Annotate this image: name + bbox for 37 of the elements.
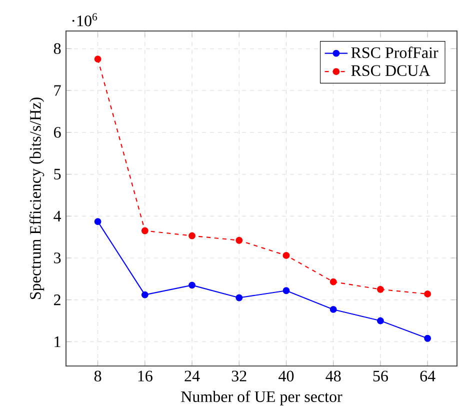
x-tick-label: 64 bbox=[420, 370, 436, 382]
legend-label: RSC ProfFair bbox=[351, 46, 438, 58]
y-tick-label: 8 bbox=[54, 43, 61, 54]
point bbox=[236, 294, 243, 302]
y-tick-label: 2 bbox=[54, 294, 60, 306]
point bbox=[330, 278, 337, 286]
x-axis-title: Number of UE per sector bbox=[181, 390, 342, 406]
point bbox=[424, 290, 432, 298]
text: ·10$^{6}$ bbox=[72, 13, 98, 26]
point bbox=[94, 218, 102, 226]
x-tick-label: 32 bbox=[232, 370, 246, 382]
point bbox=[424, 334, 432, 342]
point bbox=[236, 236, 243, 244]
y-tick-label: 3 bbox=[54, 252, 61, 264]
x-tick-label: 16 bbox=[138, 370, 152, 382]
y-tick-label: 1 bbox=[54, 336, 60, 347]
x-tick-label: 8 bbox=[94, 370, 102, 382]
point bbox=[330, 306, 337, 313]
point bbox=[188, 232, 196, 240]
point bbox=[141, 227, 148, 234]
point bbox=[376, 317, 384, 324]
y-tick-label: 6 bbox=[54, 126, 61, 138]
point bbox=[376, 286, 384, 293]
x-tick-label: 56 bbox=[373, 370, 388, 382]
point bbox=[94, 56, 102, 63]
point bbox=[282, 252, 290, 259]
point bbox=[188, 282, 196, 289]
x-tick-label: 24 bbox=[184, 370, 200, 382]
point bbox=[282, 287, 290, 294]
y-axis-title: Spectrum Efficiency (bits/s/Hz) bbox=[29, 98, 44, 300]
x-tick-label: 40 bbox=[278, 370, 294, 382]
legend-label: RSC DCUA bbox=[351, 65, 430, 76]
y-tick-label: 5 bbox=[54, 168, 61, 180]
x-tick-label: 48 bbox=[326, 370, 341, 382]
point bbox=[141, 291, 148, 298]
y-tick-label: 4 bbox=[54, 210, 62, 222]
y-tick-label: 7 bbox=[54, 85, 61, 96]
